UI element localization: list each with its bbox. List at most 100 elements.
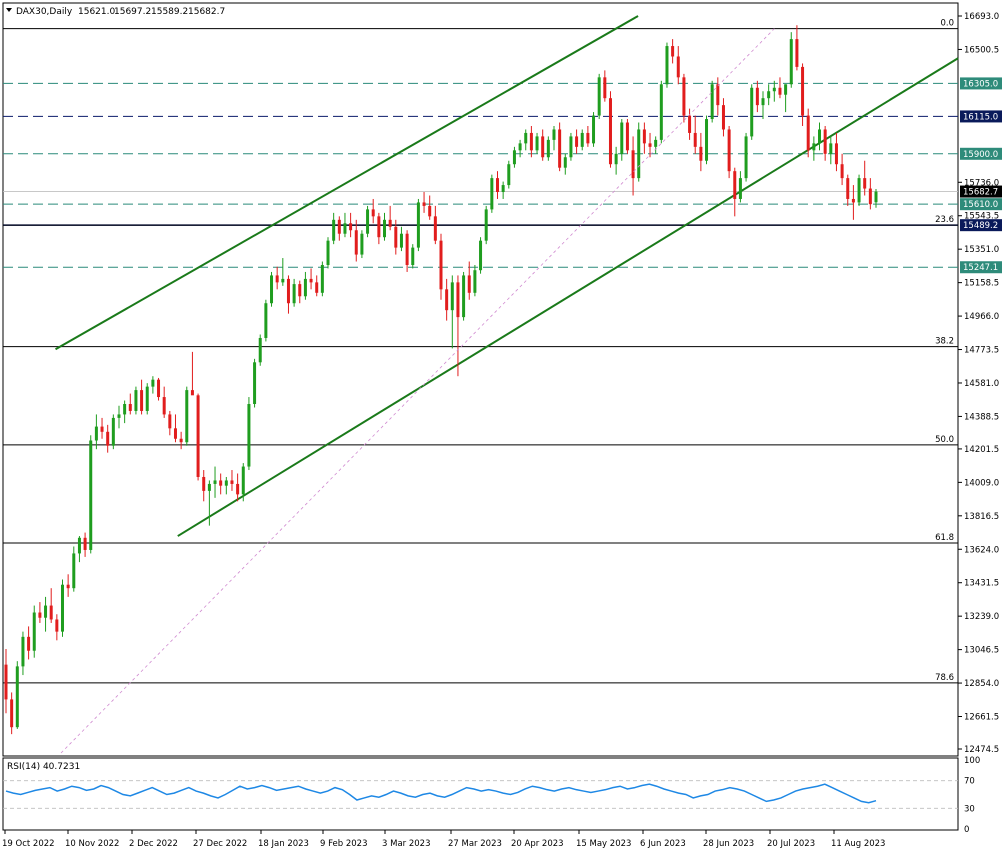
candle-body	[767, 91, 771, 99]
candle-body	[219, 480, 223, 486]
candle-body	[569, 136, 573, 158]
candle-body	[846, 178, 850, 199]
date-tick-label: 20 Apr 2023	[511, 839, 564, 849]
candle-body	[597, 77, 601, 116]
candle-body	[637, 129, 641, 179]
candle-body	[812, 143, 816, 151]
candle-body	[716, 84, 720, 106]
candle-body	[874, 191, 878, 203]
candle-body	[94, 426, 98, 441]
candle-body	[100, 426, 104, 432]
candle-body	[315, 282, 319, 293]
candle-body	[377, 216, 381, 238]
date-tick-label: 27 Dec 2022	[193, 839, 247, 849]
level-price-label: 16305.0	[963, 79, 998, 89]
level-price-label: 15900.0	[963, 150, 998, 160]
candles	[4, 25, 878, 754]
candle-body	[55, 619, 59, 632]
candle-body	[253, 362, 257, 405]
rsi-title: RSI(14) 40.7231	[7, 762, 80, 772]
main-pane-border	[2, 2, 959, 757]
dropdown-triangle-icon[interactable]	[6, 8, 12, 12]
fib-ratio-label: 61.8	[935, 533, 954, 543]
date-tick-label: 15 May 2023	[576, 839, 631, 849]
candle-body	[705, 119, 709, 161]
candle-body	[320, 264, 324, 293]
candle-body	[270, 275, 274, 304]
channel-lines	[55, 15, 959, 537]
candle-body	[281, 278, 285, 283]
level-price-tag	[960, 77, 1002, 90]
candle-body	[117, 414, 121, 418]
candle-body	[778, 87, 782, 95]
candle-body	[354, 230, 358, 255]
candle-body	[868, 188, 872, 205]
price-tick-label: 13239.0	[964, 612, 999, 622]
candle-body	[337, 219, 341, 234]
rsi-header: RSI(14) 40.7231	[7, 762, 80, 772]
candle-body	[462, 275, 466, 318]
candle-body	[586, 132, 590, 144]
candle-body	[264, 303, 268, 338]
last-price-label: 15682.7	[963, 188, 998, 198]
price-tick-label: 12661.5	[964, 713, 999, 723]
candle-body	[190, 390, 194, 396]
candle-body	[558, 129, 562, 168]
date-tick-label: 19 Oct 2022	[2, 839, 55, 849]
candle-body	[89, 440, 93, 550]
candle-body	[535, 136, 539, 151]
candle-body	[247, 404, 251, 467]
price-tick-label: 13816.5	[964, 512, 999, 522]
candle-body	[134, 390, 138, 411]
candle-body	[699, 146, 703, 161]
candle-body	[394, 226, 398, 248]
rsi-axis-label: 30	[964, 804, 975, 814]
level-price-tag	[960, 198, 1002, 211]
chart-header: DAX30,Daily 15621.0 15697.2 15589.2 1568…	[6, 7, 225, 17]
candle-body	[445, 289, 449, 311]
rsi-indicator: 100 70 30 0	[3, 756, 980, 835]
candle-body	[162, 397, 166, 415]
candle-body	[157, 379, 161, 398]
ohlc-low: 15589.2	[151, 7, 188, 17]
candle-body	[642, 129, 646, 144]
price-tick-label: 16500.5	[964, 45, 999, 55]
candle-body	[32, 612, 36, 651]
candle-body	[840, 164, 844, 179]
level-price-label: 15247.1	[963, 263, 998, 273]
candle-body	[648, 143, 652, 147]
candle-body	[123, 404, 127, 415]
candle-body	[60, 584, 64, 632]
candle-body	[145, 386, 149, 411]
candle-body	[710, 84, 714, 120]
fib-ratio-label: 50.0	[935, 435, 954, 445]
fib-trend-line	[60, 28, 775, 754]
price-tick-label: 15351.0	[964, 245, 999, 255]
level-price-tag	[960, 110, 1002, 123]
date-tick-label: 27 Mar 2023	[448, 839, 502, 849]
candle-body	[501, 185, 505, 193]
candle-body	[456, 282, 460, 318]
price-tick-label: 14009.0	[964, 478, 999, 488]
date-tick-label: 3 Mar 2023	[382, 839, 430, 849]
candle-body	[575, 136, 579, 147]
candle-body	[326, 240, 330, 265]
candle-body	[405, 233, 409, 265]
price-tick-label: 15736.0	[964, 178, 999, 188]
candle-body	[349, 223, 353, 231]
candle-body	[592, 115, 596, 144]
level-price-label: 15610.0	[963, 200, 998, 210]
candle-body	[151, 379, 155, 387]
candle-body	[738, 178, 742, 199]
candle-body	[292, 284, 296, 304]
candle-body	[620, 122, 624, 154]
candle-body	[546, 139, 550, 158]
candle-body	[241, 466, 245, 495]
candle-body	[507, 164, 511, 186]
candle-body	[207, 483, 211, 491]
symbol-title: DAX30,Daily	[16, 7, 73, 17]
candle-body	[343, 223, 347, 234]
candle-body	[236, 483, 240, 495]
ohlc-close: 15682.7	[188, 7, 225, 17]
